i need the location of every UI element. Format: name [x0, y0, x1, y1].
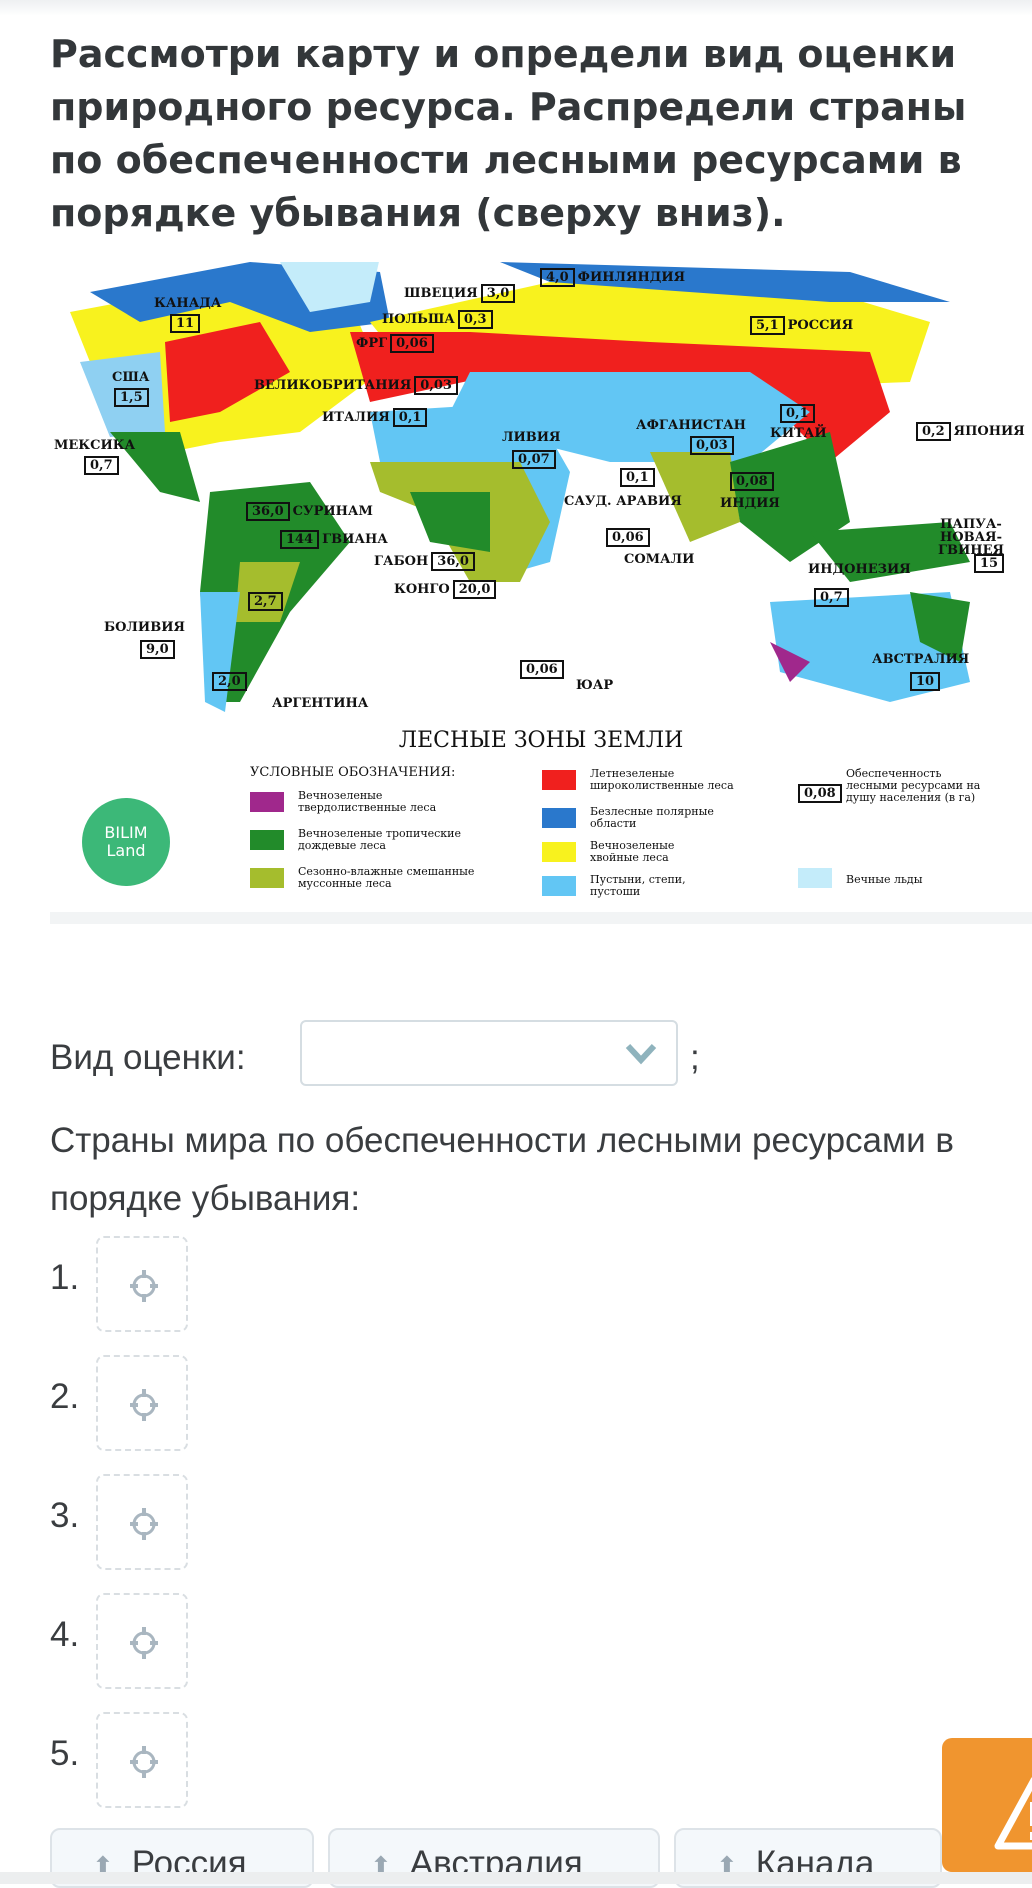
- legend-item: Пустыни, степи, пустоши: [590, 873, 686, 898]
- assessment-type-select[interactable]: [300, 1020, 678, 1086]
- label-guiana: 144 ГВИАНА: [280, 530, 388, 549]
- warning-icon: [994, 1777, 1032, 1850]
- legend-provision-sample: 0,08: [798, 784, 842, 803]
- drop-target-icon: [130, 1389, 158, 1421]
- label-south-africa: ЮАР: [576, 678, 614, 693]
- bilim-land-logo: BILIM Land: [82, 798, 170, 886]
- label-canada: КАНАДА: [154, 296, 222, 311]
- answer-drop-slot[interactable]: [96, 1712, 188, 1808]
- label-poland: ПОЛЬША 0,3: [382, 310, 493, 329]
- label-suriname: 36,0 СУРИНАМ: [246, 502, 373, 521]
- value-india: 0,08: [730, 472, 774, 491]
- label-china: КИТАЙ: [770, 426, 827, 441]
- answer-drop-slot[interactable]: [96, 1355, 188, 1451]
- legend-item: Вечнозеленые тропические дождевые леса: [298, 827, 461, 852]
- label-germany: ФРГ 0,06: [356, 334, 434, 353]
- label-finland: 4,0 ФИНЛЯНДИЯ: [540, 268, 685, 287]
- world-map-shapes: [70, 262, 970, 712]
- assessment-label: Вид оценки:: [50, 1038, 246, 1077]
- label-saudi-arabia: САУД. АРАВИЯ: [564, 494, 682, 509]
- slot-number: 3.: [50, 1496, 80, 1535]
- label-mexico: МЕКСИКА: [54, 438, 136, 453]
- label-usa: США: [112, 370, 150, 385]
- legend-swatch: [542, 876, 576, 896]
- value-argentina: 2,0: [212, 672, 247, 691]
- answer-drop-slot[interactable]: [96, 1593, 188, 1689]
- forest-zones-map: КАНАДА 11 ШВЕЦИЯ 3,0 4,0 ФИНЛЯНДИЯ ПОЛЬША 0…: [50, 262, 1032, 924]
- label-indonesia: ИНДОНЕЗИЯ: [808, 562, 911, 577]
- label-argentina: АРГЕНТИНА: [272, 696, 369, 711]
- legend-swatch: [250, 868, 284, 888]
- slot-number: 4.: [50, 1615, 80, 1654]
- value-australia: 10: [910, 672, 941, 691]
- legend-item: Безлесные полярные области: [590, 805, 714, 830]
- legend-item: Летнезеленые широколиственные леса: [590, 767, 734, 792]
- value-libya: 0,07: [512, 450, 556, 469]
- label-libya: ЛИВИЯ: [502, 430, 561, 445]
- value-somalia: 0,06: [606, 528, 650, 547]
- order-label: Страны мира по обеспеченности лесными ре…: [50, 1121, 954, 1218]
- slot-number: 5.: [50, 1734, 80, 1773]
- semicolon: ;: [690, 1038, 700, 1077]
- label-afghanistan: АФГАНИСТАН: [636, 418, 746, 433]
- value-canada: 11: [170, 314, 201, 333]
- label-papua-new-guinea: ПАПУА-НОВАЯ-ГВИНЕЯ: [938, 517, 1004, 558]
- legend-item: Вечнозеленые твердолиственные леса: [298, 789, 437, 814]
- legend-provision-text: Обеспеченность лесными ресурсами на душу…: [846, 767, 981, 804]
- value-indonesia: 0,7: [814, 588, 849, 607]
- label-congo: КОНГО 20,0: [394, 580, 497, 599]
- top-bar: [0, 0, 1032, 16]
- legend-swatch: [250, 792, 284, 812]
- value-south-africa: 0,06: [520, 660, 564, 679]
- legend-swatch: [542, 808, 576, 828]
- legend-item: Вечнозеленые хвойные леса: [590, 839, 675, 864]
- value-papua-new-guinea: 15: [974, 554, 1005, 573]
- legend-swatch: [542, 770, 576, 790]
- legend-swatch: [250, 830, 284, 850]
- legend-swatch: [798, 868, 832, 888]
- value-usa: 1,5: [114, 388, 149, 407]
- slot-number: 1.: [50, 1258, 80, 1297]
- label-italy: ИТАЛИЯ 0,1: [322, 408, 428, 427]
- label-japan: 0,2 ЯПОНИЯ: [916, 422, 1025, 441]
- value-saudi-arabia: 0,1: [620, 468, 655, 487]
- drop-target-icon: [130, 1508, 158, 1540]
- value-afghanistan: 0,03: [690, 436, 734, 455]
- answer-drop-slot[interactable]: [96, 1474, 188, 1570]
- label-russia: 5,1 РОССИЯ: [750, 316, 853, 335]
- drop-target-icon: [130, 1270, 158, 1302]
- label-sweden: ШВЕЦИЯ 3,0: [404, 284, 516, 303]
- legend-item: Вечные льды: [846, 873, 923, 886]
- label-india: ИНДИЯ: [720, 496, 780, 511]
- bottom-bar: [0, 1872, 1032, 1884]
- map-title: ЛЕСНЫЕ ЗОНЫ ЗЕМЛИ: [398, 728, 684, 753]
- legend-item: Сезонно-влажные смешанные муссонные леса: [298, 865, 475, 890]
- drop-target-icon: [130, 1627, 158, 1659]
- legend-swatch: [542, 842, 576, 862]
- value-brazil: 2,7: [248, 592, 283, 611]
- label-australia: АВСТРАЛИЯ: [872, 652, 970, 667]
- question-title: Рассмотри карту и определи вид оценки пр…: [50, 32, 967, 235]
- label-gabon: ГАБОН 36,0: [374, 552, 475, 571]
- chevron-down-icon: [625, 1043, 657, 1065]
- legend-heading: УСЛОВНЫЕ ОБОЗНАЧЕНИЯ:: [250, 765, 456, 780]
- value-china: 0,1: [780, 404, 815, 423]
- answer-drop-slot[interactable]: [96, 1236, 188, 1332]
- value-bolivia: 9,0: [140, 640, 175, 659]
- label-bolivia: БОЛИВИЯ: [104, 620, 185, 635]
- drop-target-icon: [130, 1746, 158, 1778]
- report-problem-button[interactable]: [942, 1738, 1032, 1872]
- value-mexico: 0,7: [84, 456, 119, 475]
- slot-number: 2.: [50, 1377, 80, 1416]
- label-uk: ВЕЛИКОБРИТАНИЯ 0,03: [254, 376, 458, 395]
- label-somalia: СОМАЛИ: [624, 552, 695, 567]
